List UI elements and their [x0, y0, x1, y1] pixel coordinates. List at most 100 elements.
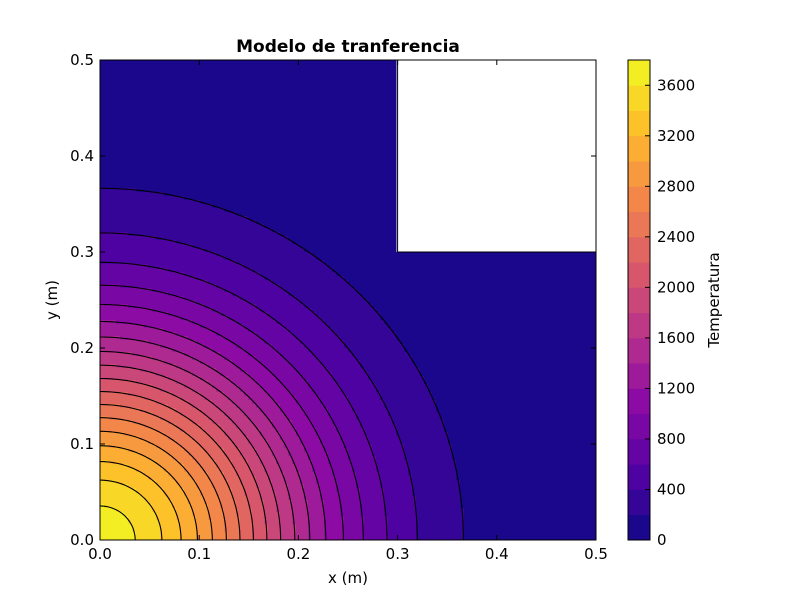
contour-cell — [252, 144, 257, 149]
contour-cell — [152, 188, 157, 193]
contour-cell — [284, 240, 289, 245]
contour-cell — [284, 124, 289, 129]
contour-cell — [416, 288, 421, 293]
contour-cell — [324, 244, 329, 249]
contour-cell — [304, 60, 309, 65]
contour-cell — [540, 256, 545, 261]
contour-cell — [444, 280, 449, 285]
contour-cell — [288, 96, 293, 101]
contour-cell — [296, 188, 301, 193]
contour-cell — [164, 152, 169, 157]
contour-cell — [192, 264, 197, 269]
contour-cell — [312, 268, 317, 273]
contour-cell — [216, 60, 221, 65]
contour-cell — [132, 208, 137, 213]
contour-cell — [268, 128, 273, 133]
contour-cell — [148, 136, 153, 141]
contour-cell — [148, 248, 153, 253]
contour-cell — [192, 252, 197, 257]
contour-cell — [132, 236, 137, 241]
contour-cell — [216, 188, 221, 193]
contour-cell — [184, 296, 189, 301]
contour-cell — [212, 176, 217, 181]
contour-cell — [192, 232, 197, 237]
contour-cell — [160, 92, 165, 97]
contour-cell — [556, 276, 561, 281]
contour-cell — [296, 96, 301, 101]
contour-cell — [116, 204, 121, 209]
contour-cell — [108, 244, 113, 249]
contour-cell — [476, 260, 481, 265]
contour-cell — [236, 280, 241, 285]
contour-cell — [332, 136, 337, 141]
contour-cell — [272, 112, 277, 117]
contour-cell — [124, 68, 129, 73]
contour-cell — [272, 248, 277, 253]
contour-cell — [328, 140, 333, 145]
contour-cell — [204, 84, 209, 89]
contour-cell — [136, 212, 141, 217]
contour-cell — [264, 272, 269, 277]
contour-cell — [464, 256, 469, 261]
contour-cell — [224, 64, 229, 69]
contour-cell — [120, 268, 125, 273]
contour-cell — [100, 248, 105, 253]
contour-cell — [264, 292, 269, 297]
contour-cell — [240, 240, 245, 245]
contour-cell — [300, 188, 305, 193]
contour-cell — [420, 280, 425, 285]
contour-cell — [260, 132, 265, 137]
contour-cell — [124, 108, 129, 113]
contour-cell — [372, 260, 377, 265]
contour-cell — [244, 120, 249, 125]
contour-cell — [272, 80, 277, 85]
contour-cell — [220, 128, 225, 133]
contour-cell — [256, 192, 261, 197]
contour-cell — [384, 128, 389, 133]
contour-cell — [352, 80, 357, 85]
contour-cell — [256, 80, 261, 85]
contour-cell — [380, 148, 385, 153]
contour-cell — [224, 284, 229, 289]
contour-cell — [336, 176, 341, 181]
contour-cell — [192, 268, 197, 273]
contour-cell — [164, 224, 169, 229]
contour-cell — [164, 140, 169, 145]
contour-cell — [148, 116, 153, 121]
contour-cell — [220, 256, 225, 261]
contour-cell — [588, 272, 593, 277]
contour-cell — [236, 276, 241, 281]
contour-cell — [192, 152, 197, 157]
contour-cell — [240, 204, 245, 209]
contour-cell — [380, 260, 385, 265]
contour-cell — [240, 64, 245, 69]
contour-cell — [132, 272, 137, 277]
contour-cell — [264, 132, 269, 137]
contour-cell — [192, 132, 197, 137]
contour-cell — [136, 108, 141, 113]
contour-cell — [140, 252, 145, 257]
contour-cell — [244, 60, 249, 65]
contour-cell — [384, 184, 389, 189]
contour-cell — [572, 264, 577, 269]
contour-cell — [480, 268, 485, 273]
contour-cell — [260, 284, 265, 289]
contour-cell — [592, 288, 596, 293]
contour-cell — [400, 252, 405, 257]
contour-cell — [496, 272, 501, 277]
contour-cell — [132, 136, 137, 141]
contour-cell — [184, 72, 189, 77]
contour-cell — [296, 280, 301, 285]
contour-cell — [140, 132, 145, 137]
contour-cell — [148, 96, 153, 101]
contour-cell — [380, 104, 385, 109]
contour-cell — [284, 96, 289, 101]
contour-cell — [148, 220, 153, 225]
contour-cell — [332, 236, 337, 241]
contour-cell — [248, 164, 253, 169]
contour-cell — [328, 232, 333, 237]
contour-cell — [388, 228, 393, 233]
contour-cell — [188, 144, 193, 149]
contour-cell — [188, 68, 193, 73]
contour-cell — [136, 148, 141, 153]
